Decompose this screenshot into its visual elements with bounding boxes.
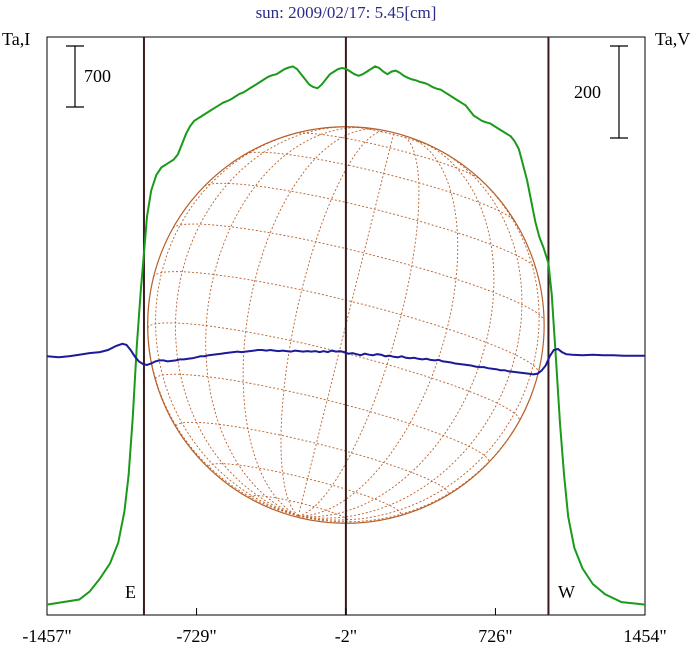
longitude-line — [298, 172, 540, 521]
latitude-line — [175, 421, 449, 494]
chart-title: sun: 2009/02/17: 5.45[cm] — [256, 3, 437, 22]
longitude-line — [155, 130, 305, 517]
left-axis-label: Ta,I — [2, 29, 30, 49]
longitude-line — [242, 128, 379, 517]
east-label: E — [125, 582, 136, 602]
west-label: W — [558, 582, 575, 602]
solar-disk — [147, 126, 545, 524]
x-tick-label: 1454" — [623, 626, 666, 646]
latitude-line — [245, 151, 515, 222]
longitude-line — [298, 147, 523, 519]
x-tick-label: -729" — [176, 626, 216, 646]
latitude-line — [294, 132, 482, 181]
limb-lines — [142, 37, 550, 615]
latitude-line — [172, 223, 545, 321]
latitude-line — [208, 463, 402, 515]
left-scale-bar — [66, 45, 84, 108]
latitude-line — [204, 182, 537, 269]
longitude-line — [297, 132, 395, 517]
series-group — [46, 65, 646, 606]
series-line-ta-i — [46, 65, 646, 606]
right-scale-bar — [610, 45, 628, 139]
x-axis: -1457" -729" -2" 726" 1454" — [22, 608, 667, 646]
longitude-line — [298, 141, 495, 518]
longitude-line — [205, 127, 366, 517]
longitude-line — [298, 134, 420, 517]
series-line-ta-v — [46, 342, 645, 376]
right-axis-label: Ta,V — [655, 29, 690, 49]
right-scale-bar-label: 200 — [574, 82, 601, 102]
x-tick-label: 726" — [478, 626, 512, 646]
longitude-line — [175, 126, 350, 517]
x-tick-label: -1457" — [22, 626, 71, 646]
latitude-line — [147, 322, 520, 421]
left-scale-bar-label: 700 — [84, 66, 111, 86]
longitude-line — [298, 136, 459, 517]
x-tick-label: -2" — [335, 626, 357, 646]
longitude-line — [280, 130, 386, 517]
latitude-line — [155, 373, 490, 462]
